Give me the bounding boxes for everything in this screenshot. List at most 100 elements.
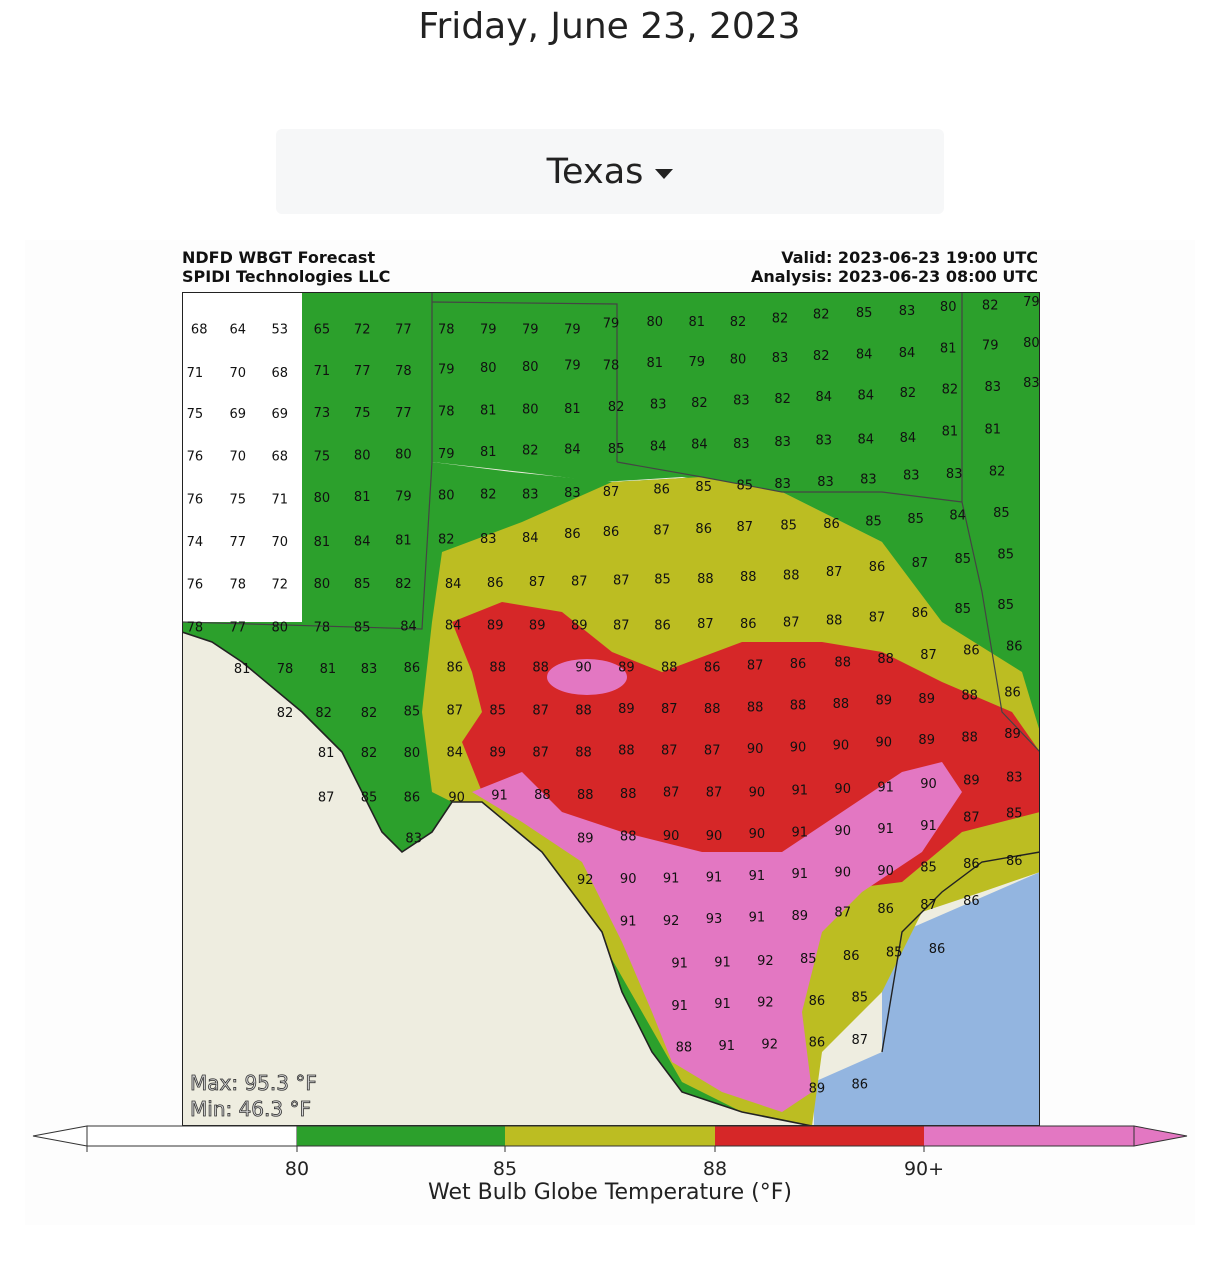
station-value: 88 <box>834 655 851 670</box>
wbgt-90-plus-band <box>472 762 962 1112</box>
station-value: 86 <box>404 661 421 676</box>
station-value: 90 <box>834 782 851 797</box>
station-value: 85 <box>920 861 937 876</box>
station-value: 79 <box>522 323 539 338</box>
station-value: 87 <box>532 745 549 760</box>
station-value: 86 <box>809 994 826 1009</box>
station-value: 84 <box>858 388 875 403</box>
region-dropdown[interactable]: Texas <box>276 129 944 214</box>
station-value: 83 <box>1006 770 1023 785</box>
station-value: 88 <box>575 704 592 719</box>
station-value: 92 <box>663 914 680 929</box>
rio-grande-border <box>182 631 813 1126</box>
colorbar-outline <box>86 1125 1135 1147</box>
station-value: 82 <box>315 706 332 721</box>
station-value: 80 <box>314 491 331 506</box>
station-value: 89 <box>963 774 980 789</box>
station-value: 82 <box>774 392 791 407</box>
mexico-region <box>182 632 812 1126</box>
station-value: 84 <box>564 443 581 458</box>
station-value: 93 <box>706 912 723 927</box>
station-value: 81 <box>985 423 1002 438</box>
station-value: 88 <box>575 745 592 760</box>
station-value: 64 <box>230 323 247 338</box>
station-value: 71 <box>314 364 331 379</box>
colorbar-tick-label-88: 88 <box>703 1158 727 1180</box>
station-value: 82 <box>772 312 789 327</box>
station-value: 92 <box>577 873 594 888</box>
station-value: 90 <box>747 742 764 757</box>
station-value: 86 <box>404 790 421 805</box>
station-value: 80 <box>522 403 539 418</box>
station-value: 91 <box>714 997 731 1012</box>
station-value: 87 <box>532 704 549 719</box>
station-value: 83 <box>946 467 963 482</box>
station-value: 88 <box>833 697 850 712</box>
station-value: 83 <box>817 475 834 490</box>
station-value: 81 <box>354 490 371 505</box>
station-value: 78 <box>395 364 412 379</box>
station-value: 83 <box>1023 376 1040 391</box>
station-value: 86 <box>963 857 980 872</box>
station-value: 88 <box>676 1041 693 1056</box>
station-value: 90 <box>749 785 766 800</box>
station-value: 81 <box>234 662 251 677</box>
station-value: 84 <box>856 348 873 363</box>
colorbar-tick-label-90-plus: 90+ <box>904 1158 944 1180</box>
colorbar-segment-below-80 <box>86 1125 298 1147</box>
station-value: 80 <box>438 489 455 504</box>
station-value: 88 <box>534 788 551 803</box>
station-value: 91 <box>920 819 937 834</box>
station-value: 75 <box>354 406 371 421</box>
station-value: 68 <box>191 323 208 338</box>
station-value: 77 <box>230 535 247 550</box>
station-value: 84 <box>900 431 917 446</box>
station-value: 81 <box>647 356 664 371</box>
station-value: 90 <box>663 829 680 844</box>
station-value: 81 <box>940 342 957 357</box>
station-value: 86 <box>695 522 712 537</box>
station-value: 83 <box>903 469 920 484</box>
station-value: 88 <box>961 730 978 745</box>
station-value: 89 <box>918 692 935 707</box>
station-value: 84 <box>400 619 417 634</box>
station-value: 88 <box>783 569 800 584</box>
station-value: 84 <box>858 433 875 448</box>
station-value: 78 <box>314 620 331 635</box>
station-value: 77 <box>395 323 412 338</box>
station-value: 68 <box>272 449 289 464</box>
station-value: 89 <box>918 733 935 748</box>
station-value: 82 <box>522 444 539 459</box>
station-value: 87 <box>920 898 937 913</box>
station-value: 80 <box>354 449 371 464</box>
station-value: 83 <box>899 304 916 319</box>
station-value: 91 <box>792 867 809 882</box>
station-value: 79 <box>480 323 497 338</box>
station-value: 86 <box>487 576 504 591</box>
station-value: 77 <box>230 620 247 635</box>
station-value: 80 <box>395 448 412 463</box>
station-value: 91 <box>749 869 766 884</box>
station-value: 83 <box>733 437 750 452</box>
station-value: 77 <box>395 406 412 421</box>
panhandle-border <box>431 301 618 462</box>
station-value: 91 <box>792 784 809 799</box>
valid-time: Valid: 2023-06-23 19:00 UTC <box>781 248 1038 267</box>
station-value: 85 <box>354 577 371 592</box>
station-value: 81 <box>942 424 959 439</box>
station-value: 90 <box>833 739 850 754</box>
figure-title-provider: SPIDI Technologies LLC <box>182 267 391 286</box>
station-value: 84 <box>354 534 371 549</box>
station-value: 84 <box>445 619 462 634</box>
station-value: 65 <box>314 323 331 338</box>
station-value: 70 <box>230 449 247 464</box>
station-value: 89 <box>618 660 635 675</box>
station-value: 86 <box>869 560 886 575</box>
station-value: 87 <box>697 617 714 632</box>
station-value: 87 <box>704 744 721 759</box>
station-value: 85 <box>997 598 1014 613</box>
station-value: 82 <box>982 298 999 313</box>
station-value: 79 <box>603 317 620 332</box>
station-value: 78 <box>187 620 204 635</box>
station-value: 85 <box>800 952 817 967</box>
